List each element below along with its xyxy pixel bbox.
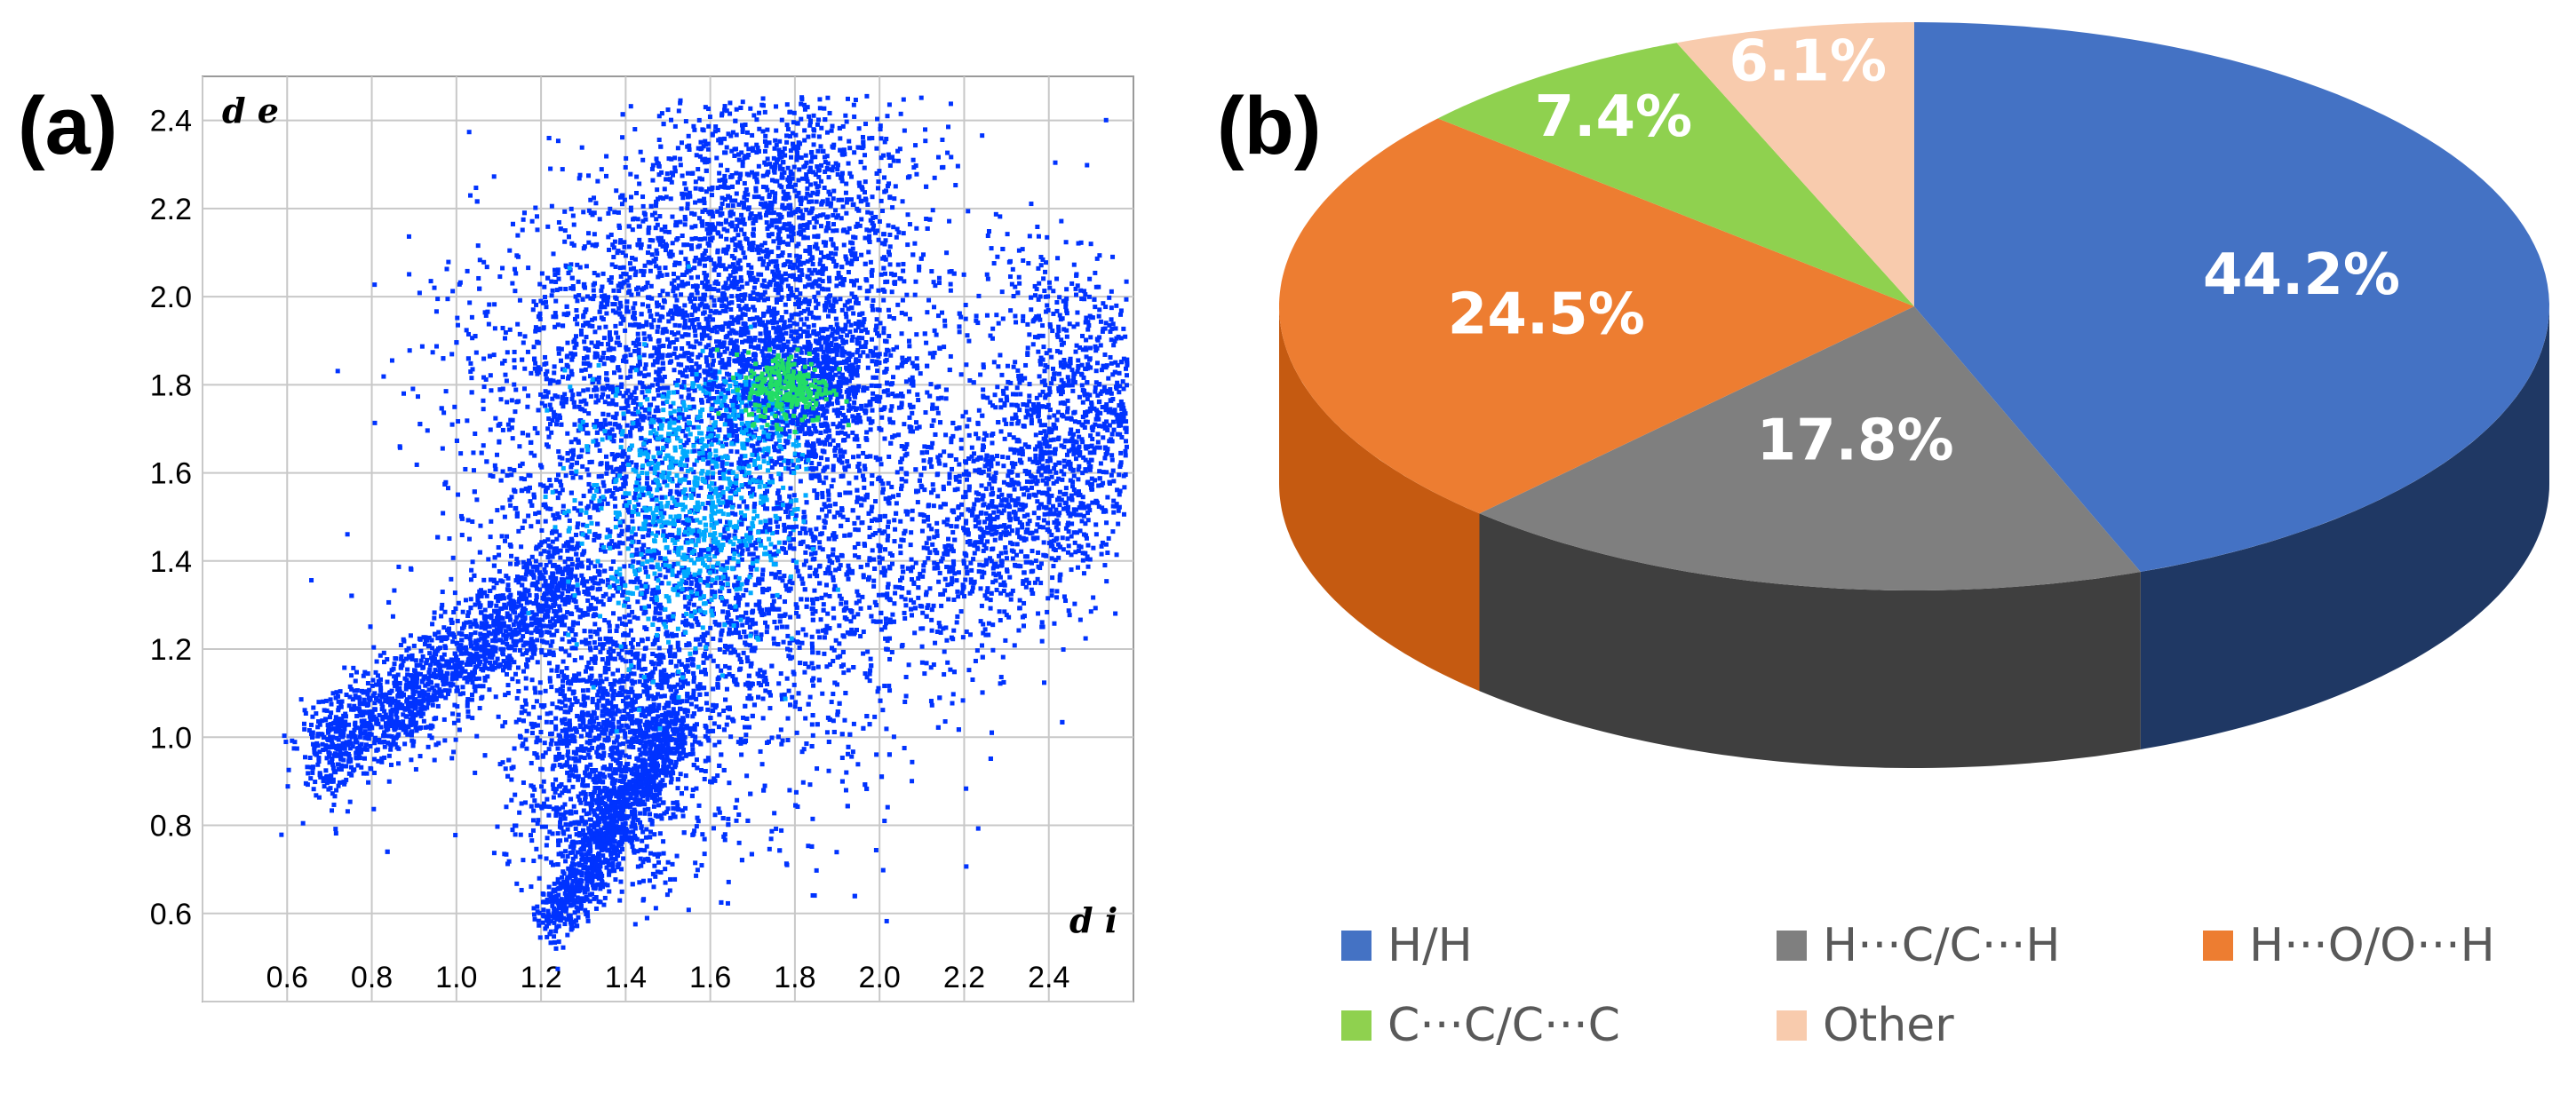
legend-swatch: [1777, 931, 1807, 961]
y-tick-label: 1.0: [150, 721, 192, 755]
pie-slice-0: [1914, 22, 2549, 572]
x-tick-label: 0.8: [351, 961, 393, 994]
y-tick-label: 1.8: [150, 368, 192, 402]
x-tick-label: 0.6: [266, 961, 308, 994]
legend-item: H···O/O···H: [2203, 919, 2495, 972]
y-tick-label: 0.6: [150, 898, 192, 931]
legend-swatch: [2203, 931, 2233, 961]
y-tick-label: 2.4: [150, 105, 192, 139]
y-tick-label: 1.6: [150, 457, 192, 491]
legend-item: H···C/C···H: [1777, 919, 2061, 972]
y-tick-label: 1.4: [150, 545, 192, 579]
pie-label-3: 7.4%: [1535, 84, 1693, 150]
pie-chart: 44.2% 17.8% 24.5% 7.4% 6.1%: [1279, 22, 2549, 768]
x-tick-label: 1.8: [774, 961, 815, 994]
pie-side-0: [2140, 306, 2549, 749]
pie-side-1: [1479, 513, 2141, 768]
x-tick-label: 2.2: [943, 961, 985, 994]
y-tick-label: 1.2: [150, 633, 192, 667]
x-tick-label: 2.4: [1028, 961, 1069, 994]
pie-legend: H/H H···C/C···H H···O/O···H C···C/C···C Othe…: [1332, 919, 2567, 1097]
legend-item: Other: [1777, 999, 1954, 1052]
panel-a-label: (a): [18, 81, 118, 171]
pie-label-2: 24.5%: [1448, 282, 1645, 348]
x-tick-label: 1.4: [605, 961, 647, 994]
pie-slice-3: [1437, 43, 1914, 306]
legend-label: H/H: [1387, 919, 1473, 972]
pie-label-4: 6.1%: [1729, 29, 1887, 95]
x-tick-label: 1.2: [520, 961, 561, 994]
legend-label: C···C/C···C: [1387, 999, 1620, 1052]
x-axis-title: d i: [1069, 900, 1117, 940]
legend-item: H/H: [1341, 919, 1473, 972]
pie-side-2: [1279, 306, 1480, 692]
pie-label-1: 17.8%: [1757, 408, 1954, 474]
pie-slice-4: [1676, 22, 1914, 306]
legend-label: H···C/C···H: [1823, 919, 2061, 972]
y-axis-title: d e: [222, 91, 279, 131]
legend-label: H···O/O···H: [2249, 919, 2495, 972]
x-tick-label: 1.0: [435, 961, 477, 994]
y-tick-label: 2.0: [150, 281, 192, 314]
y-tick-label: 0.8: [150, 810, 192, 844]
legend-swatch: [1341, 931, 1371, 961]
y-tick-label: 2.2: [150, 193, 192, 226]
fingerprint-density: [279, 93, 1130, 971]
pie-label-0: 44.2%: [2203, 242, 2400, 308]
panel-b-label: (b): [1217, 81, 1322, 171]
fingerprint-plot: 0.6 0.8 1.0 1.2 1.4 1.6 1.8 2.0 2.2 2.4 0.6 0.8 1.0 1…: [150, 75, 1134, 1002]
x-tick-label: 1.6: [689, 961, 731, 994]
pie-slice-1: [1479, 306, 2141, 590]
legend-swatch: [1777, 1010, 1807, 1041]
x-tick-label: 2.0: [859, 961, 901, 994]
pie-sides: [1279, 306, 2549, 768]
pie-slice-2: [1279, 118, 1914, 514]
pie-tops: [1279, 22, 2549, 590]
legend-swatch: [1341, 1010, 1371, 1041]
legend-label: Other: [1823, 999, 1954, 1052]
legend-item: C···C/C···C: [1341, 999, 1620, 1052]
